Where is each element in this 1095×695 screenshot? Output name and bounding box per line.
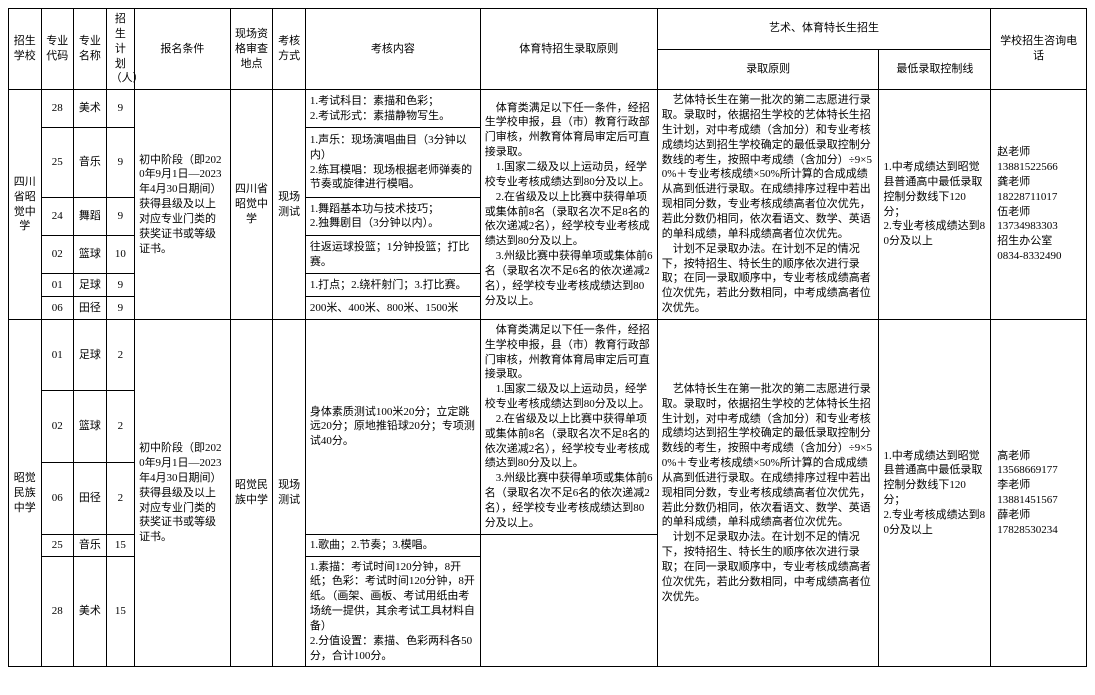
cell-code: 01 bbox=[41, 274, 74, 297]
h-exam-mode: 考核方式 bbox=[273, 9, 306, 90]
cell-name: 足球 bbox=[74, 319, 107, 391]
cell-name: 音乐 bbox=[74, 534, 107, 556]
h-art-sports-group: 艺术、体育特长生招生 bbox=[657, 9, 991, 50]
table-row: 四川省昭觉中学 28 美术 9 初中阶段（即2020年9月1日—2023年4月3… bbox=[9, 90, 1087, 128]
cell-code: 01 bbox=[41, 319, 74, 391]
school1-admission-principle: 艺体特长生在第一批次的第二志愿进行录取。录取时，依据招生学校的艺体特长生招生计划… bbox=[657, 90, 879, 320]
h-major-name: 专业名称 bbox=[74, 9, 107, 90]
school1-name: 四川省昭觉中学 bbox=[9, 90, 42, 320]
cell-code: 28 bbox=[41, 90, 74, 128]
cell-name: 舞蹈 bbox=[74, 197, 107, 235]
school2-name: 昭觉民族中学 bbox=[9, 319, 42, 667]
school2-sports-empty bbox=[480, 534, 657, 667]
cell-content: 1.舞蹈基本功与技术技巧；2.独舞剧目（3分钟以内）。 bbox=[305, 197, 480, 235]
cell-code: 02 bbox=[41, 235, 74, 273]
cell-code: 06 bbox=[41, 463, 74, 535]
school1-conditions: 初中阶段（即2020年9月1日—2023年4月30日期间）获得县级及以上对应专业… bbox=[135, 90, 231, 320]
school2-qual-site: 昭觉民族中学 bbox=[230, 319, 273, 667]
cell-plan: 10 bbox=[106, 235, 134, 273]
cell-code: 06 bbox=[41, 297, 74, 320]
school1-exam-mode: 现场测试 bbox=[273, 90, 306, 320]
cell-content: 1.考试科目：素描和色彩；2.考试形式：素描静物写生。 bbox=[305, 90, 480, 128]
cell-code: 24 bbox=[41, 197, 74, 235]
cell-plan: 9 bbox=[106, 297, 134, 320]
cell-name: 篮球 bbox=[74, 391, 107, 463]
cell-name: 足球 bbox=[74, 274, 107, 297]
cell-plan: 9 bbox=[106, 90, 134, 128]
cell-content: 1.素描：考试时间120分钟，8开纸；色彩：考试时间120分钟，8开纸。（画架、… bbox=[305, 556, 480, 667]
cell-plan: 2 bbox=[106, 319, 134, 391]
cell-code: 02 bbox=[41, 391, 74, 463]
school2-conditions: 初中阶段（即2020年9月1日—2023年4月30日期间）获得县级及以上对应专业… bbox=[135, 319, 231, 667]
cell-content: 1.歌曲；2.节奏；3.模唱。 bbox=[305, 534, 480, 556]
cell-name: 田径 bbox=[74, 463, 107, 535]
school2-sports-content: 身体素质测试100米20分；立定跳远20分；原地推铅球20分；专项测试40分。 bbox=[305, 319, 480, 534]
cell-plan: 9 bbox=[106, 274, 134, 297]
cell-name: 美术 bbox=[74, 556, 107, 667]
cell-content: 1.声乐：现场演唱曲目（3分钟以内）2.练耳模唱：现场根据老师弹奏的节奏或旋律进… bbox=[305, 128, 480, 197]
school2-exam-mode: 现场测试 bbox=[273, 319, 306, 667]
school1-sports-principle: 体育类满足以下任一条件，经招生学校申报，县（市）教育行政部门审核，州教育体育局审… bbox=[480, 90, 657, 320]
h-min-ctrl-line: 最低录取控制线 bbox=[879, 49, 991, 90]
cell-plan: 2 bbox=[106, 391, 134, 463]
h-qual-site: 现场资格审查地点 bbox=[230, 9, 273, 90]
school2-sports-principle: 体育类满足以下任一条件，经招生学校申报，县（市）教育行政部门审核，州教育体育局审… bbox=[480, 319, 657, 534]
h-admission-principle: 录取原则 bbox=[657, 49, 879, 90]
school1-min-ctrl: 1.中考成绩达到昭觉县普通高中最低录取控制分数线下120分；2.专业考核成绩达到… bbox=[879, 90, 991, 320]
cell-name: 音乐 bbox=[74, 128, 107, 197]
school2-min-ctrl: 1.中考成绩达到昭觉县普通高中最低录取控制分数线下120分；2.专业考核成绩达到… bbox=[879, 319, 991, 667]
cell-content: 往返运球投篮；1分钟投篮；打比赛。 bbox=[305, 235, 480, 273]
h-major-code: 专业代码 bbox=[41, 9, 74, 90]
h-exam-content: 考核内容 bbox=[305, 9, 480, 90]
cell-plan: 15 bbox=[106, 556, 134, 667]
cell-name: 田径 bbox=[74, 297, 107, 320]
cell-code: 25 bbox=[41, 534, 74, 556]
cell-code: 28 bbox=[41, 556, 74, 667]
cell-plan: 9 bbox=[106, 128, 134, 197]
cell-plan: 2 bbox=[106, 463, 134, 535]
h-school: 招生学校 bbox=[9, 9, 42, 90]
school1-phone: 赵老师13881522566龚老师18228711017伍老师137349833… bbox=[991, 90, 1087, 320]
school2-phone: 高老师13568669177李老师13881451567薛老师178285302… bbox=[991, 319, 1087, 667]
cell-content: 200米、400米、800米、1500米 bbox=[305, 297, 480, 320]
cell-plan: 15 bbox=[106, 534, 134, 556]
h-sports-principle: 体育特招生录取原则 bbox=[480, 9, 657, 90]
h-conditions: 报名条件 bbox=[135, 9, 231, 90]
enrollment-table: 招生学校 专业代码 专业名称 招生计划（人） 报名条件 现场资格审查地点 考核方… bbox=[8, 8, 1087, 667]
school1-qual-site: 四川省昭觉中学 bbox=[230, 90, 273, 320]
cell-name: 篮球 bbox=[74, 235, 107, 273]
cell-plan: 9 bbox=[106, 197, 134, 235]
header-row-1: 招生学校 专业代码 专业名称 招生计划（人） 报名条件 现场资格审查地点 考核方… bbox=[9, 9, 1087, 50]
cell-name: 美术 bbox=[74, 90, 107, 128]
h-plan: 招生计划（人） bbox=[106, 9, 134, 90]
h-phone: 学校招生咨询电话 bbox=[991, 9, 1087, 90]
cell-content: 1.打点；2.绕杆射门；3.打比赛。 bbox=[305, 274, 480, 297]
cell-code: 25 bbox=[41, 128, 74, 197]
school2-admission-principle: 艺体特长生在第一批次的第二志愿进行录取。录取时，依据招生学校的艺体特长生招生计划… bbox=[657, 319, 879, 667]
table-row: 昭觉民族中学 01 足球 2 初中阶段（即2020年9月1日—2023年4月30… bbox=[9, 319, 1087, 391]
